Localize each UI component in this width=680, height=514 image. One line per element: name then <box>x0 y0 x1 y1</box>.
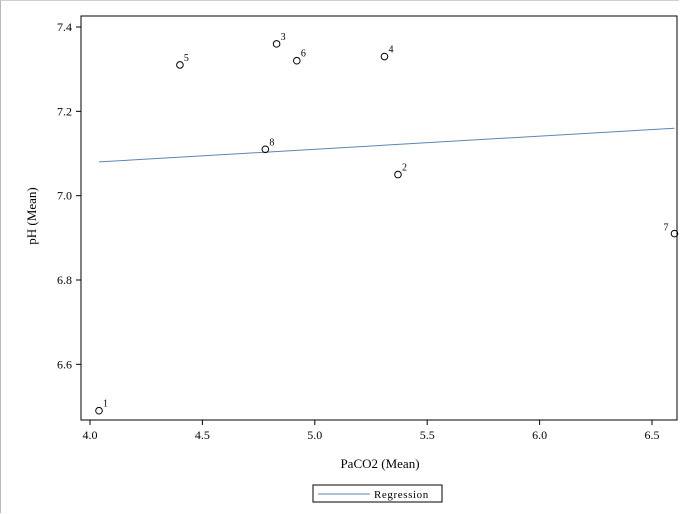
point-label: 6 <box>301 49 306 60</box>
data-point <box>176 61 184 69</box>
y-tick-label: 7.2 <box>57 104 72 118</box>
regression-line <box>98 127 675 163</box>
y-tick-label: 7.0 <box>57 189 72 203</box>
x-tick-label: 5.5 <box>420 428 435 442</box>
x-axis-title: PaCO2 (Mean) <box>340 456 419 471</box>
x-tick-label: 4.0 <box>83 428 98 442</box>
point-label: 8 <box>269 137 274 148</box>
point-label: 4 <box>388 45 393 56</box>
data-point <box>293 56 301 65</box>
point-label: 5 <box>184 53 189 64</box>
legend-box <box>312 484 443 503</box>
data-point <box>394 170 402 179</box>
x-tick-label: 6.5 <box>645 428 660 442</box>
x-tick-label: 5.0 <box>307 428 322 442</box>
point-label: 7 <box>663 223 668 234</box>
y-tick-label: 6.8 <box>57 273 72 287</box>
plot-area-border <box>80 15 678 421</box>
y-tick-label: 6.6 <box>57 357 72 371</box>
data-point <box>380 52 389 61</box>
y-axis-title: pH (Mean) <box>24 187 39 244</box>
data-point <box>272 40 281 48</box>
x-tick-label: 4.5 <box>195 428 210 442</box>
legend-regression-label: Regression <box>374 489 429 501</box>
data-point <box>261 145 270 154</box>
legend: Regression <box>312 484 443 503</box>
y-tick-label: 7.4 <box>57 20 72 34</box>
point-label: 2 <box>402 163 407 174</box>
point-label: 1 <box>103 399 108 410</box>
point-label: 3 <box>281 32 286 43</box>
data-point <box>95 406 103 415</box>
x-tick-label: 6.0 <box>532 428 547 442</box>
data-point <box>670 229 679 238</box>
